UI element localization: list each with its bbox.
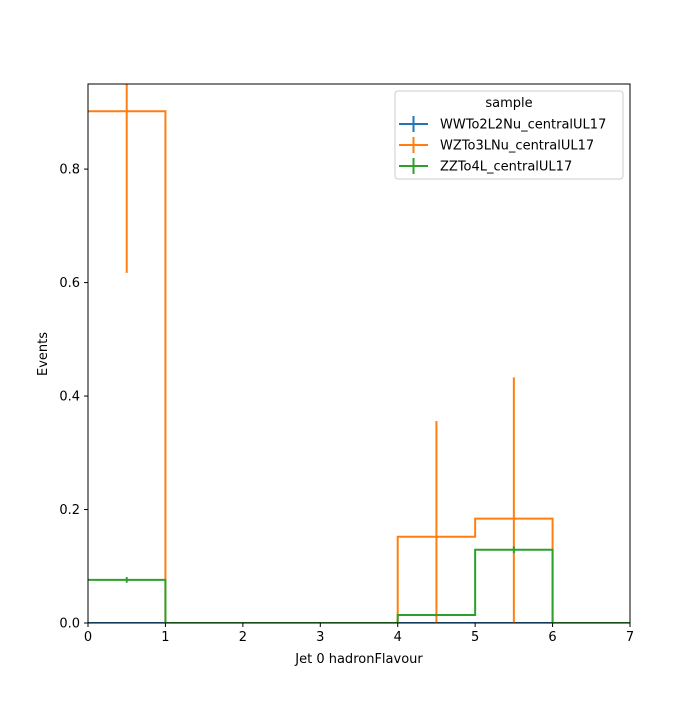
legend-title: sample	[485, 96, 532, 111]
legend-frame	[394, 90, 624, 180]
x-tick-label: 0	[84, 630, 92, 645]
x-tick-label: 2	[239, 630, 247, 645]
x-tick-label: 6	[548, 630, 556, 645]
series-layer	[88, 84, 630, 623]
x-tick-label: 5	[471, 630, 479, 645]
series-step-line	[88, 548, 630, 623]
y-tick-label: 0.0	[59, 617, 80, 632]
y-axis-label: Events	[36, 332, 51, 376]
y-tick-label: 0.6	[59, 276, 80, 291]
x-axis-label: Jet 0 hadronFlavour	[294, 652, 423, 667]
x-tick-label: 1	[161, 630, 169, 645]
legend-entry: WZTo3LNu_centralUL17	[399, 137, 594, 154]
legend-entries: WWTo2L2Nu_centralUL17 WZTo3LNu_centralUL1…	[399, 116, 606, 175]
legend: sample WWTo2L2Nu_centralUL17 WZTo3LNu_cen…	[394, 90, 624, 180]
y-tick-label: 0.2	[59, 503, 80, 518]
y-tick-label: 0.4	[59, 390, 80, 405]
series-3	[88, 546, 630, 623]
legend-label: WWTo2L2Nu_centralUL17	[440, 118, 606, 133]
legend-entry: WWTo2L2Nu_centralUL17	[399, 116, 606, 133]
x-tick-label: 7	[626, 630, 634, 645]
series-step-line	[88, 110, 630, 623]
axes-layer: 0 1 2 3 4 5 6 7 0.0 0.2 0.4 0.6 0.8	[59, 83, 634, 645]
legend-entry: ZZTo4L_centralUL17	[399, 158, 572, 175]
x-tick-label: 3	[316, 630, 324, 645]
x-tick-label: 4	[394, 630, 402, 645]
plot-frame	[87, 83, 631, 624]
legend-label: ZZTo4L_centralUL17	[440, 160, 572, 175]
legend-label: WZTo3LNu_centralUL17	[440, 139, 594, 154]
y-tick-label: 0.8	[59, 163, 80, 178]
